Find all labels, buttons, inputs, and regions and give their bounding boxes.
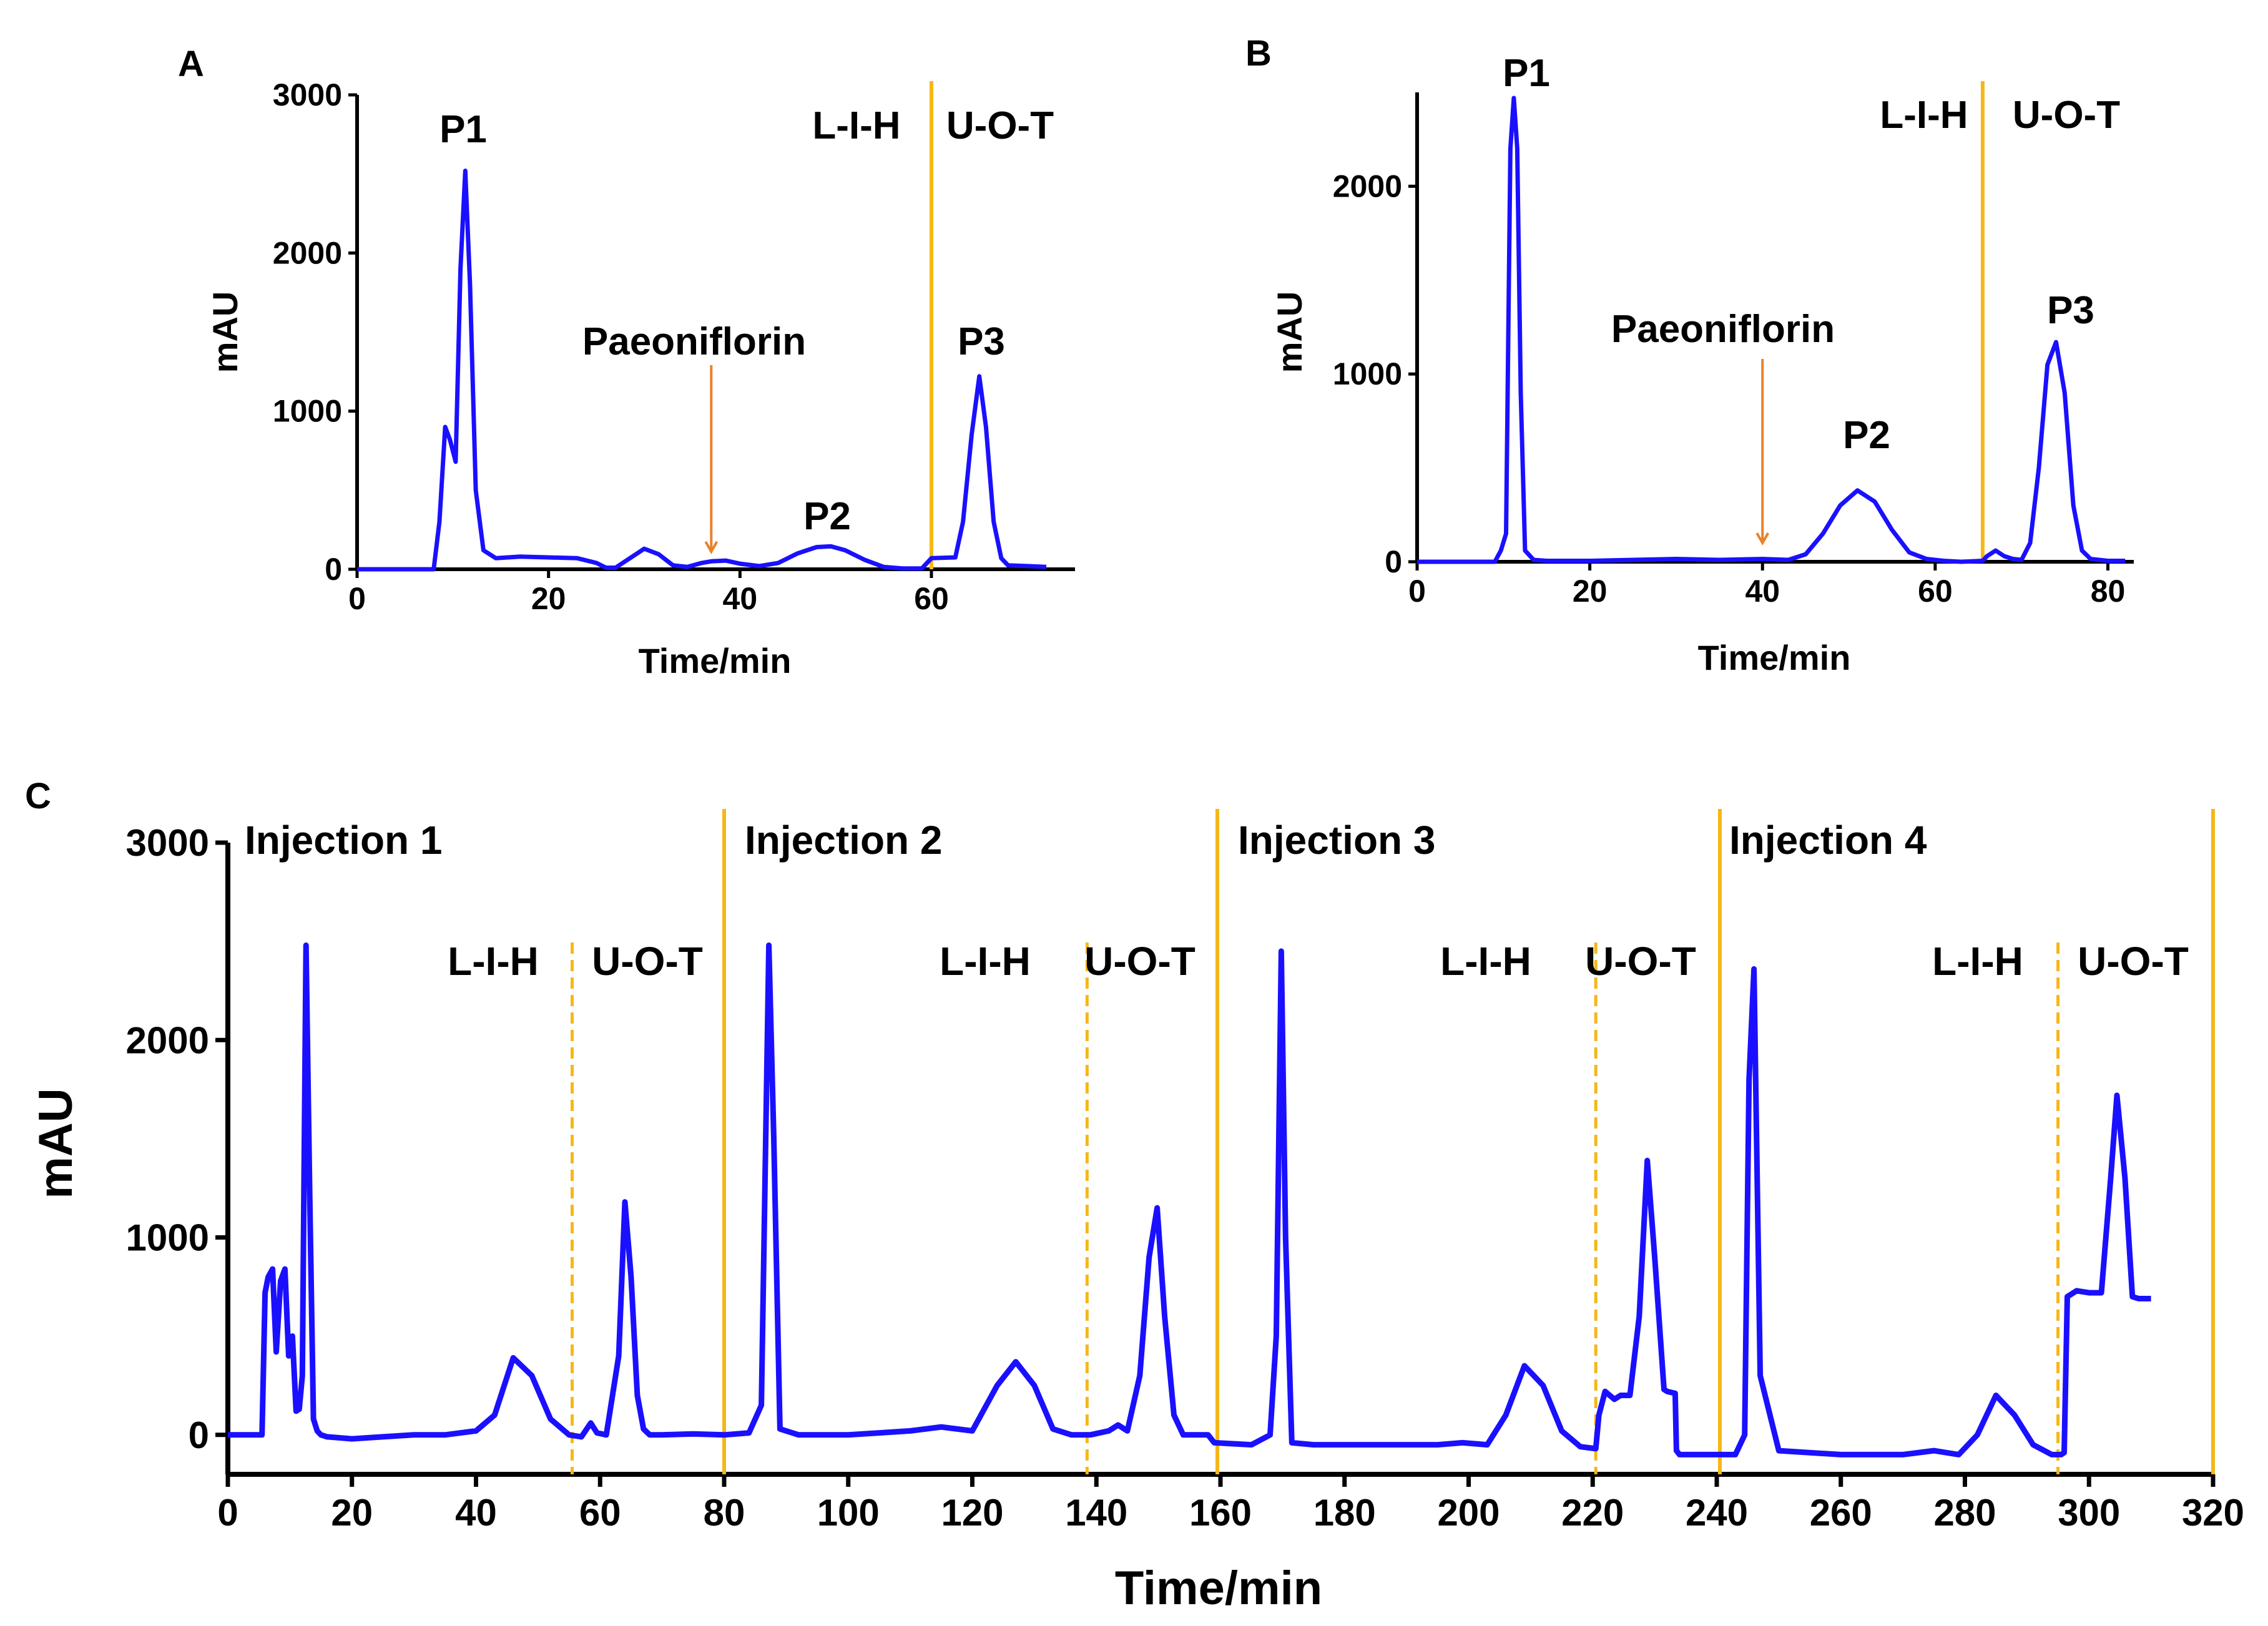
x-tick-label: 0 xyxy=(1408,574,1426,609)
y-tick-label: 3000 xyxy=(126,822,209,864)
y-tick-label: 2000 xyxy=(273,235,342,270)
x-tick-label: 100 xyxy=(817,1492,880,1534)
x-tick-label: 0 xyxy=(348,581,366,616)
panel-c-x-title: Time/min xyxy=(1115,1562,1322,1615)
panel-a-p2-label: P2 xyxy=(803,495,851,538)
panel-b-uot-label: U-O-T xyxy=(2013,94,2120,137)
x-tick-label: 80 xyxy=(2091,574,2126,609)
panel-b-p2-label: P2 xyxy=(1843,414,1890,457)
panel-a-p1-label: P1 xyxy=(439,108,487,151)
panel-b-y-title: mAU xyxy=(1270,291,1309,373)
x-tick-label: 140 xyxy=(1065,1492,1127,1534)
panel-b-compound-label: Paeoniflorin xyxy=(1611,308,1835,351)
panel-c-lih-label-2: L-I-H xyxy=(940,939,1031,984)
panel-c-lih-label-4: L-I-H xyxy=(1932,939,2023,984)
panel-c-lih-label-1: L-I-H xyxy=(448,939,539,984)
panel-c: C 0 20 40 60 80 100 120 140 160 180 200 220 240 260 28… xyxy=(25,776,2244,1615)
panel-b-paeoniflorin-arrow xyxy=(1755,359,1769,546)
x-tick-label: 240 xyxy=(1686,1492,1748,1534)
x-tick-label: 120 xyxy=(941,1492,1003,1534)
panel-c-uot-label-1: U-O-T xyxy=(592,939,703,984)
panel-c-injection-4-label: Injection 4 xyxy=(1729,818,1927,863)
x-tick-label: 220 xyxy=(1561,1492,1624,1534)
panel-c-lih-label-3: L-I-H xyxy=(1440,939,1531,984)
panel-a-compound-label: Paeoniflorin xyxy=(582,320,806,363)
y-tick-label: 1000 xyxy=(273,394,342,429)
y-tick-label: 3000 xyxy=(273,77,342,112)
panel-b: B 0 20 40 60 80 0 1000 2000 P1 Paeoniflorin P2… xyxy=(1245,33,2134,677)
panel-a-lih-label: L-I-H xyxy=(812,104,900,147)
panel-c-injection-1-label: Injection 1 xyxy=(245,818,443,863)
x-tick-label: 40 xyxy=(455,1492,497,1534)
panel-b-trace xyxy=(1417,96,2126,564)
panel-b-p3-label: P3 xyxy=(2047,289,2094,332)
panel-c-uot-label-3: U-O-T xyxy=(1585,939,1696,984)
panel-a-p3-label: P3 xyxy=(958,320,1005,363)
x-tick-label: 300 xyxy=(2058,1492,2120,1534)
x-tick-label: 40 xyxy=(723,581,758,616)
panel-b-y-ticks: 0 1000 2000 xyxy=(1333,169,1417,579)
y-tick-label: 1000 xyxy=(126,1217,209,1259)
panel-a-trace xyxy=(357,169,1047,572)
panel-c-dividers xyxy=(571,809,2215,1474)
x-tick-label: 20 xyxy=(331,1492,373,1534)
y-tick-label: 0 xyxy=(189,1414,209,1456)
x-tick-label: 20 xyxy=(531,581,566,616)
y-tick-label: 0 xyxy=(1385,544,1402,579)
x-tick-label: 280 xyxy=(1933,1492,1996,1534)
panel-a-x-title: Time/min xyxy=(639,641,792,680)
panel-c-y-title: mAU xyxy=(29,1088,82,1198)
panel-a-y-title: mAU xyxy=(205,291,245,373)
panel-c-injection-2-label: Injection 2 xyxy=(745,818,943,863)
panel-b-label: B xyxy=(1245,33,1272,74)
x-tick-label: 60 xyxy=(1918,574,1953,609)
x-tick-label: 60 xyxy=(579,1492,621,1534)
panel-a-paeoniflorin-arrow xyxy=(704,365,719,554)
panel-c-y-ticks: 0 1000 2000 3000 xyxy=(126,822,228,1456)
panel-b-lih-label: L-I-H xyxy=(1880,94,1968,137)
panel-c-x-ticks: 0 20 40 60 80 100 120 140 160 180 200 220 240 260 280 3… xyxy=(217,1474,2244,1534)
y-tick-label: 2000 xyxy=(1333,169,1402,203)
x-tick-label: 60 xyxy=(914,581,949,616)
panel-c-injection-3-label: Injection 3 xyxy=(1238,818,1436,863)
panel-c-label: C xyxy=(25,776,51,816)
y-tick-label: 2000 xyxy=(126,1019,209,1061)
x-tick-label: 0 xyxy=(217,1492,238,1534)
panel-a-uot-label: U-O-T xyxy=(946,104,1054,147)
x-tick-label: 160 xyxy=(1189,1492,1252,1534)
x-tick-label: 260 xyxy=(1810,1492,1872,1534)
panel-a-y-ticks: 0 1000 2000 3000 xyxy=(273,77,357,587)
panel-c-uot-label-2: U-O-T xyxy=(1084,939,1195,984)
panel-a-label: A xyxy=(178,44,204,84)
panel-b-x-ticks: 0 20 40 60 80 xyxy=(1408,562,2125,609)
panel-a-x-ticks: 0 20 40 60 xyxy=(348,569,949,616)
x-tick-label: 40 xyxy=(1745,574,1780,609)
panel-c-trace xyxy=(228,942,2151,1457)
y-tick-label: 0 xyxy=(325,552,342,587)
x-tick-label: 200 xyxy=(1437,1492,1500,1534)
panel-b-p1-label: P1 xyxy=(1503,52,1550,95)
panel-b-x-title: Time/min xyxy=(1698,638,1851,677)
y-tick-label: 1000 xyxy=(1333,356,1402,391)
x-tick-label: 180 xyxy=(1313,1492,1376,1534)
x-tick-label: 20 xyxy=(1573,574,1608,609)
panel-c-uot-label-4: U-O-T xyxy=(2078,939,2189,984)
x-tick-label: 320 xyxy=(2182,1492,2244,1534)
x-tick-label: 80 xyxy=(704,1492,745,1534)
